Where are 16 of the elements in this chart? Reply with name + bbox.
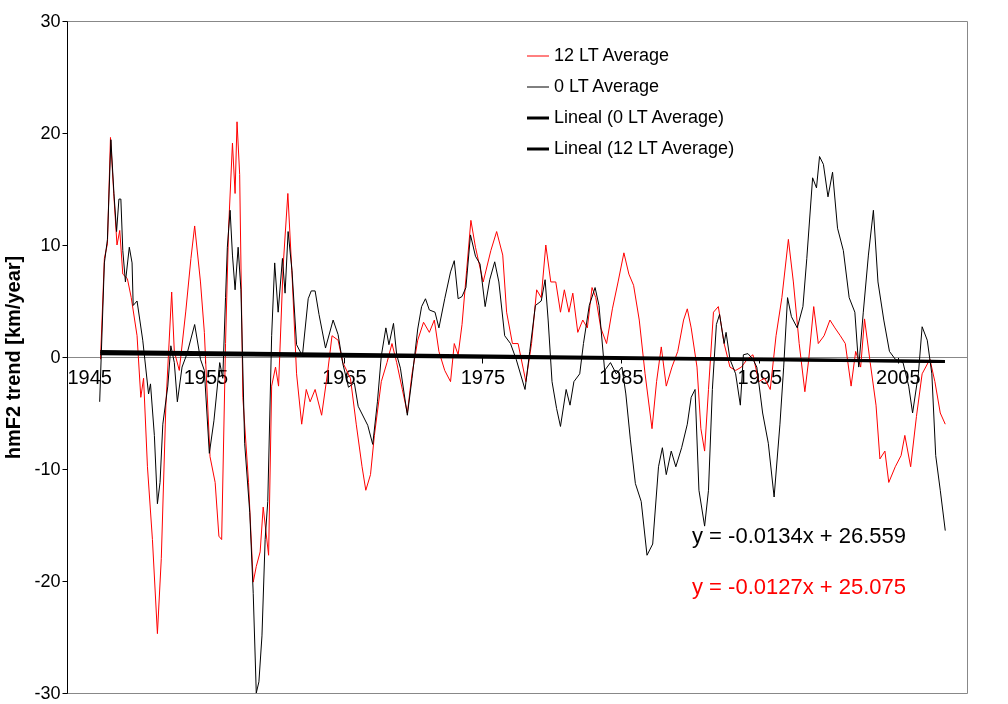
y-tick-label: 0 (50, 346, 61, 367)
y-tick-label: 20 (40, 122, 61, 143)
legend-label: 0 LT Average (554, 76, 660, 96)
legend-label: Lineal (0 LT Average) (554, 107, 725, 127)
y-tick-label: -10 (34, 458, 61, 479)
y-tick-label: -20 (34, 570, 61, 591)
x-tick-label: 1975 (460, 365, 506, 388)
y-tick-label: 30 (40, 10, 61, 31)
legend-label: Lineal (12 LT Average) (554, 138, 735, 158)
annotation: y = -0.0134x + 26.559 (692, 523, 907, 548)
y-axis-title: hmF2 trend [km/year] (2, 255, 25, 460)
y-tick-label: 10 (40, 234, 61, 255)
x-tick-label: 1985 (599, 365, 644, 388)
legend-label: 12 LT Average (554, 45, 670, 65)
y-tick-label: -30 (34, 682, 61, 703)
annotation: y = -0.0127x + 25.075 (692, 574, 907, 599)
